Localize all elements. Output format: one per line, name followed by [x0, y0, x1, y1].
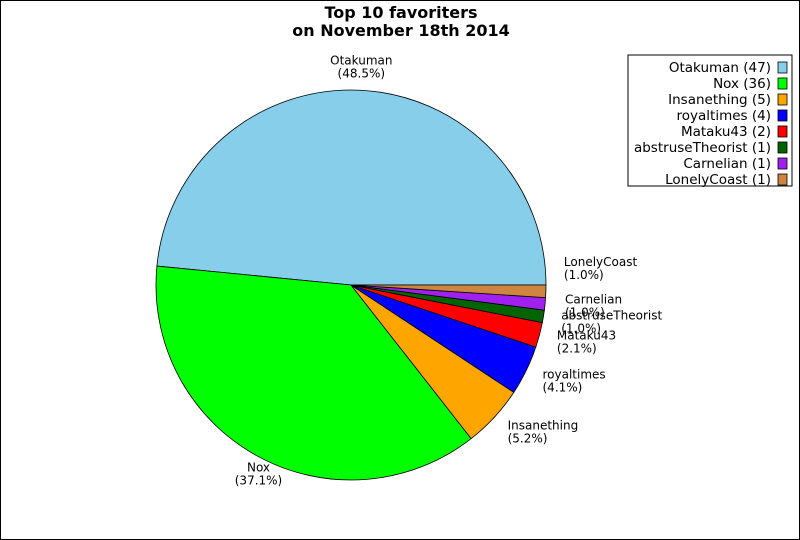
legend-item-carnelian: Carnelian (1): [683, 156, 788, 172]
legend-swatch: [777, 173, 788, 186]
legend-item-nox: Nox (36): [713, 76, 788, 92]
slice-lonelycoast: [350, 284, 547, 299]
slice-label-percent: (2.1%): [557, 342, 597, 356]
legend-item-abstrusetheorist: abstruseTheorist (1): [634, 140, 788, 156]
legend-item-otakuman: Otakuman (47): [669, 60, 788, 76]
slice-label-nox: Nox(37.1%): [235, 461, 282, 488]
chart-subtitle: on November 18th 2014: [292, 21, 509, 40]
legend-label: Nox (36): [713, 76, 771, 92]
slice-label-mataku43: Mataku43(2.1%): [557, 329, 616, 356]
slice-label-percent: (1.0%): [564, 268, 604, 282]
legend-label: Mataku43 (2): [681, 124, 771, 140]
slice-label-name: Otakuman: [330, 53, 392, 67]
legend-swatch: [777, 93, 788, 106]
legend-label: Insanething (5): [668, 92, 771, 108]
legend-item-lonelycoast: LonelyCoast (1): [665, 172, 788, 188]
legend-swatch: [777, 125, 788, 138]
legend-label: abstruseTheorist (1): [634, 140, 771, 156]
legend-label: royaltimes (4): [677, 108, 771, 124]
slice-label-name: abstruseTheorist: [561, 308, 662, 322]
slice-label-percent: (5.2%): [508, 431, 548, 445]
legend-item-insanething: Insanething (5): [668, 92, 788, 108]
slice-label-carnelian: Carnelian(1.0%): [565, 293, 622, 320]
slice-label-name: Mataku43: [557, 329, 616, 343]
slice-label-abstrusetheorist: abstruseTheorist(1.0%): [561, 308, 662, 335]
slice-label-name: Nox: [247, 461, 270, 475]
pie-slices: [155, 89, 547, 481]
slice-label-insanething: Insanething(5.2%): [508, 418, 579, 445]
slice-nox: [155, 265, 472, 481]
slice-otakuman: [156, 89, 547, 286]
legend-swatch: [777, 77, 788, 90]
slice-labels: Otakuman(48.5%) Nox(37.1%) Insanething(5.2…: [235, 53, 663, 487]
slice-label-name: LonelyCoast: [564, 255, 638, 269]
slice-label-name: Insanething: [508, 418, 579, 432]
slice-label-percent: (1.0%): [561, 321, 601, 335]
legend-label: Carnelian (1): [683, 156, 771, 172]
legend-item-royaltimes: royaltimes (4): [677, 108, 788, 124]
slice-label-percent: (48.5%): [338, 66, 385, 80]
legend-swatch: [777, 61, 788, 74]
slice-label-lonelycoast: LonelyCoast(1.0%): [564, 255, 638, 282]
slice-label-name: Carnelian: [565, 293, 622, 307]
legend: Otakuman (47)Nox (36)Insanething (5)roya…: [627, 54, 793, 188]
legend-swatch: [777, 157, 788, 170]
slice-label-percent: (37.1%): [235, 474, 282, 488]
legend-swatch: [777, 109, 788, 122]
chart-title: Top 10 favoriters: [324, 3, 477, 22]
slice-label-percent: (4.1%): [543, 380, 583, 394]
slice-label-royaltimes: royaltimes(4.1%): [543, 367, 606, 394]
legend-label: LonelyCoast (1): [665, 172, 771, 188]
legend-swatch: [777, 141, 788, 154]
slice-label-otakuman: Otakuman(48.5%): [330, 53, 392, 80]
slice-label-percent: (1.0%): [565, 306, 605, 320]
legend-label: Otakuman (47): [669, 60, 771, 76]
legend-box: [627, 54, 793, 187]
slice-label-name: royaltimes: [543, 367, 606, 381]
legend-item-mataku43: Mataku43 (2): [681, 124, 788, 140]
